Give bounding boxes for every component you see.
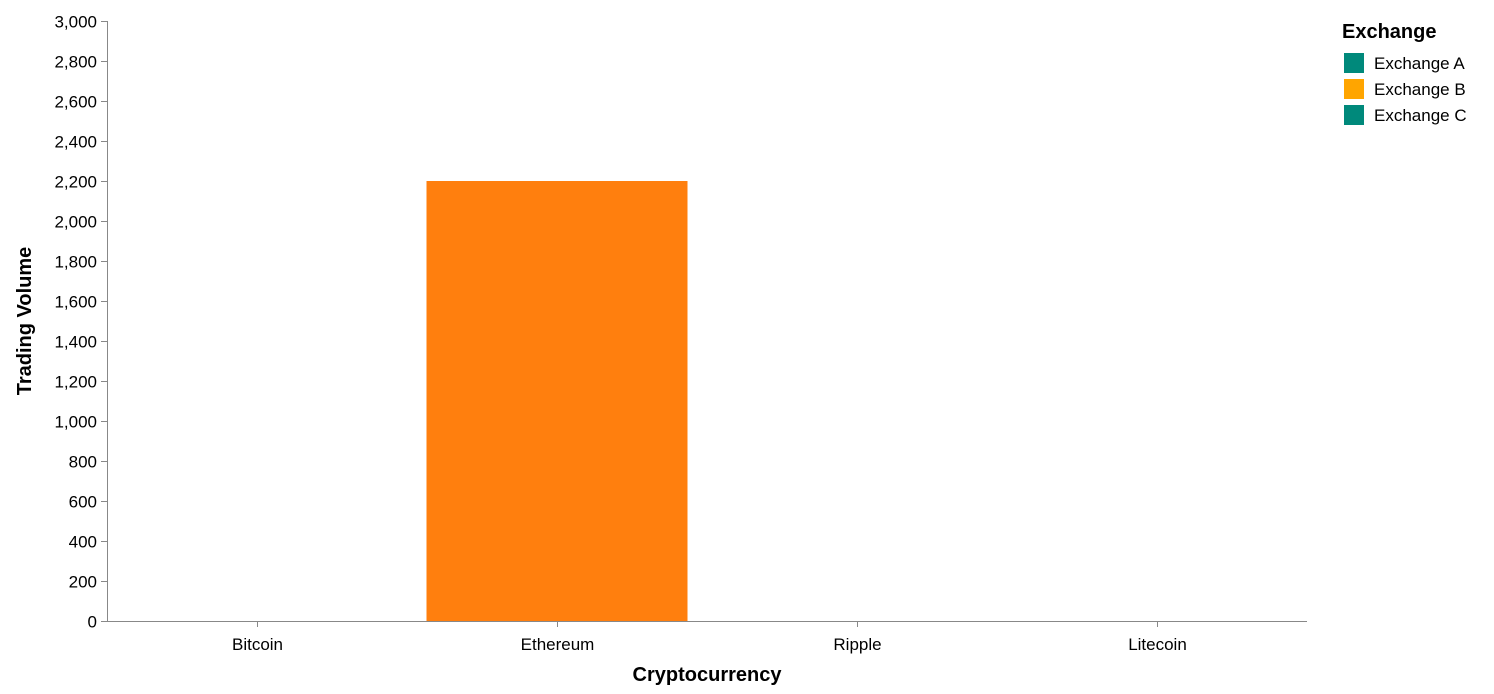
y-tick-label: 2,600: [54, 93, 97, 112]
y-tick-label: 1,200: [54, 373, 97, 392]
legend-title: Exchange: [1342, 21, 1436, 43]
y-tick-label: 2,800: [54, 53, 97, 72]
y-tick-label: 2,200: [54, 173, 97, 192]
y-axis-title: Trading Volume: [14, 247, 36, 396]
y-tick-label: 3,000: [54, 13, 97, 32]
y-tick-label: 2,000: [54, 213, 97, 232]
legend-label: Exchange C: [1374, 106, 1467, 125]
x-tick-label-ethereum: Ethereum: [521, 635, 595, 654]
y-tick-label: 1,800: [54, 253, 97, 272]
legend-label: Exchange B: [1374, 80, 1466, 99]
legend-swatch: [1344, 79, 1364, 99]
y-tick-label: 1,600: [54, 293, 97, 312]
bars: [426, 181, 688, 621]
x-tick-label-ripple: Ripple: [833, 635, 881, 654]
y-tick-label: 600: [69, 493, 97, 512]
bar-ethereum: [426, 181, 688, 621]
y-tick-label: 200: [69, 573, 97, 592]
x-axis: Bitcoin Ethereum Ripple Litecoin: [107, 621, 1307, 654]
y-tick-label: 0: [88, 613, 97, 632]
y-tick-label: 800: [69, 453, 97, 472]
x-tick-label-litecoin: Litecoin: [1128, 635, 1187, 654]
legend: Exchange Exchange A Exchange B Exchange C: [1342, 21, 1467, 125]
legend-swatch: [1344, 53, 1364, 73]
x-axis-title: Cryptocurrency: [633, 664, 783, 686]
legend-swatch: [1344, 105, 1364, 125]
legend-label: Exchange A: [1374, 54, 1465, 73]
y-tick-label: 1,000: [54, 413, 97, 432]
y-axis: 0 200 400 600 800 1,000 1,200 1,400 1,600 1,800 2,…: [54, 13, 108, 632]
x-tick-label-bitcoin: Bitcoin: [232, 635, 283, 654]
y-tick-label: 2,400: [54, 133, 97, 152]
y-tick-label: 1,400: [54, 333, 97, 352]
y-tick-label: 400: [69, 533, 97, 552]
